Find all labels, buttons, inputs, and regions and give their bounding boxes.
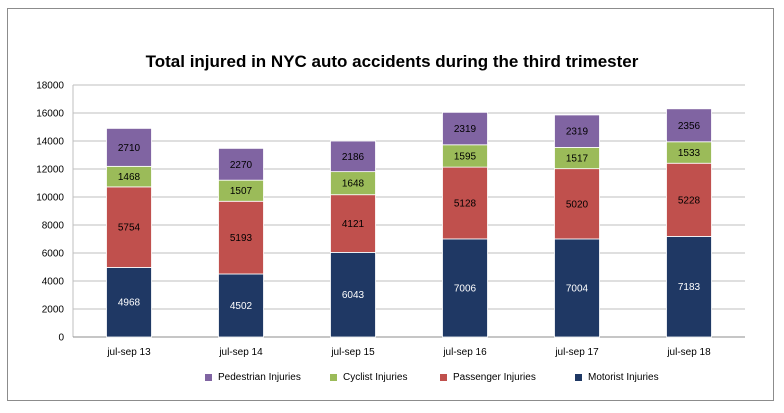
data-label: 5020 xyxy=(566,199,589,210)
bar-segment-motorist-injuries xyxy=(442,238,488,338)
data-label: 5228 xyxy=(678,195,701,206)
legend-label: Passenger Injuries xyxy=(453,372,536,383)
bar-segment-pedestrian-injuries xyxy=(554,114,600,148)
data-label: 2186 xyxy=(342,152,365,163)
x-tick-label: jul-sep 14 xyxy=(218,347,263,358)
data-label: 1648 xyxy=(342,179,365,190)
data-label: 1533 xyxy=(678,148,701,159)
legend-swatch xyxy=(330,374,337,381)
legend-label: Motorist Injuries xyxy=(588,372,659,383)
data-label: 2710 xyxy=(118,143,141,154)
legend-label: Pedestrian Injuries xyxy=(218,372,301,383)
data-label: 4121 xyxy=(342,219,365,230)
bar-segment-passenger-injuries xyxy=(330,194,376,253)
data-label: 2319 xyxy=(454,124,477,135)
legend-label: Cyclist Injuries xyxy=(343,372,408,383)
bar-segment-passenger-injuries xyxy=(218,200,264,275)
x-tick-label: jul-sep 15 xyxy=(330,347,375,358)
x-tick-label: jul-sep 16 xyxy=(442,347,487,358)
data-label: 4502 xyxy=(230,301,253,312)
y-tick-label: 6000 xyxy=(42,249,65,260)
bar-segment-motorist-injuries xyxy=(554,238,600,338)
data-label: 2270 xyxy=(230,160,253,171)
data-label: 6043 xyxy=(342,290,365,301)
bar-segment-motorist-injuries xyxy=(666,236,712,338)
bar-segment-passenger-injuries xyxy=(666,162,712,237)
data-label: 7183 xyxy=(678,282,701,293)
y-tick-label: 14000 xyxy=(36,137,64,148)
legend-swatch xyxy=(205,374,212,381)
chart-legend: Pedestrian Injuries Cyclist Injuries Passe… xyxy=(0,372,784,386)
data-label: 7006 xyxy=(454,283,477,294)
data-label: 1517 xyxy=(566,154,589,165)
x-tick-label: jul-sep 18 xyxy=(666,347,711,358)
x-tick-label: jul-sep 17 xyxy=(554,347,599,358)
bar-segment-pedestrian-injuries xyxy=(442,111,488,146)
bar-segment-motorist-injuries xyxy=(330,251,376,338)
chart-title: Total injured in NYC auto accidents duri… xyxy=(145,52,639,71)
data-label: 2319 xyxy=(566,127,589,138)
bar-segment-pedestrian-injuries xyxy=(666,108,712,143)
data-label: 5128 xyxy=(454,199,477,210)
legend-item: Pedestrian Injuries xyxy=(205,372,301,383)
bar-segment-passenger-injuries xyxy=(554,168,600,240)
legend-swatch xyxy=(575,374,582,381)
data-label: 2356 xyxy=(678,121,701,132)
legend-item: Cyclist Injuries xyxy=(330,372,407,383)
y-tick-label: 0 xyxy=(58,333,64,344)
data-label: 1507 xyxy=(230,186,253,197)
y-tick-label: 16000 xyxy=(36,109,64,120)
bar-segment-pedestrian-injuries xyxy=(218,147,264,181)
data-label: 4968 xyxy=(118,298,141,309)
x-tick-label: jul-sep 13 xyxy=(106,347,151,358)
legend-item: Passenger Injuries xyxy=(440,372,536,383)
legend-swatch xyxy=(440,374,447,381)
legend-item: Motorist Injuries xyxy=(575,372,659,383)
data-label: 1468 xyxy=(118,172,141,183)
bar-segment-pedestrian-injuries xyxy=(106,127,152,167)
y-tick-label: 18000 xyxy=(36,81,64,92)
y-tick-label: 8000 xyxy=(42,221,65,232)
data-label: 5193 xyxy=(230,233,253,244)
data-label: 7004 xyxy=(566,283,589,294)
y-tick-label: 10000 xyxy=(36,193,64,204)
y-tick-label: 2000 xyxy=(42,305,65,316)
data-label: 1595 xyxy=(454,151,477,162)
data-label: 5754 xyxy=(118,223,141,234)
bar-segment-pedestrian-injuries xyxy=(330,140,376,173)
y-tick-label: 4000 xyxy=(42,277,65,288)
y-tick-label: 12000 xyxy=(36,165,64,176)
bar-segment-passenger-injuries xyxy=(442,166,488,240)
